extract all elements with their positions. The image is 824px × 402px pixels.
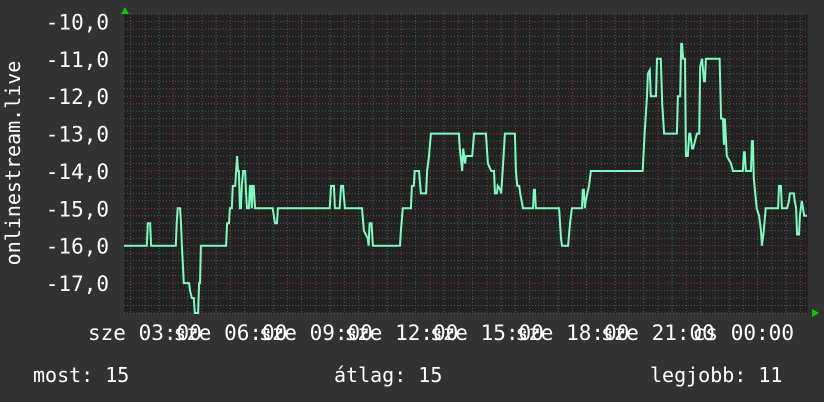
y-tick-label: -12,0: [46, 85, 109, 109]
y-tick-label: -16,0: [46, 235, 109, 259]
x-tick-label: sze 12:00: [345, 321, 459, 345]
y-tick-label: -15,0: [46, 197, 109, 221]
x-tick-label: sze 18:00: [516, 321, 630, 345]
legend-average: átlag: 15: [334, 363, 442, 387]
x-tick-label: sze 15:00: [430, 321, 544, 345]
y-tick-label: -11,0: [46, 48, 109, 72]
x-tick-label: sze 03:00: [88, 321, 202, 345]
x-tick-label: sze 09:00: [259, 321, 373, 345]
x-tick-label: sze 06:00: [174, 321, 288, 345]
y-axis-ticks: -10,0 -11,0 -12,0 -13,0 -14,0 -15,0 -16,0 -17,0: [46, 10, 109, 296]
legend-max: legjobb: 11: [650, 363, 782, 387]
x-tick-label: sze 21:00: [601, 321, 715, 345]
x-axis-arrow-icon: [812, 309, 819, 317]
y-tick-label: -13,0: [46, 123, 109, 147]
y-axis-arrow-icon: [121, 7, 129, 14]
y-tick-label: -17,0: [46, 272, 109, 296]
y-tick-label: -10,0: [46, 10, 109, 34]
y-tick-label: -14,0: [46, 160, 109, 184]
y-axis-title: onlinestream.live: [1, 61, 25, 266]
grid: [124, 13, 808, 314]
x-tick-label: cs 00:00: [693, 321, 794, 345]
series-line: [124, 42, 807, 314]
legend-current: most: 15: [33, 363, 129, 387]
